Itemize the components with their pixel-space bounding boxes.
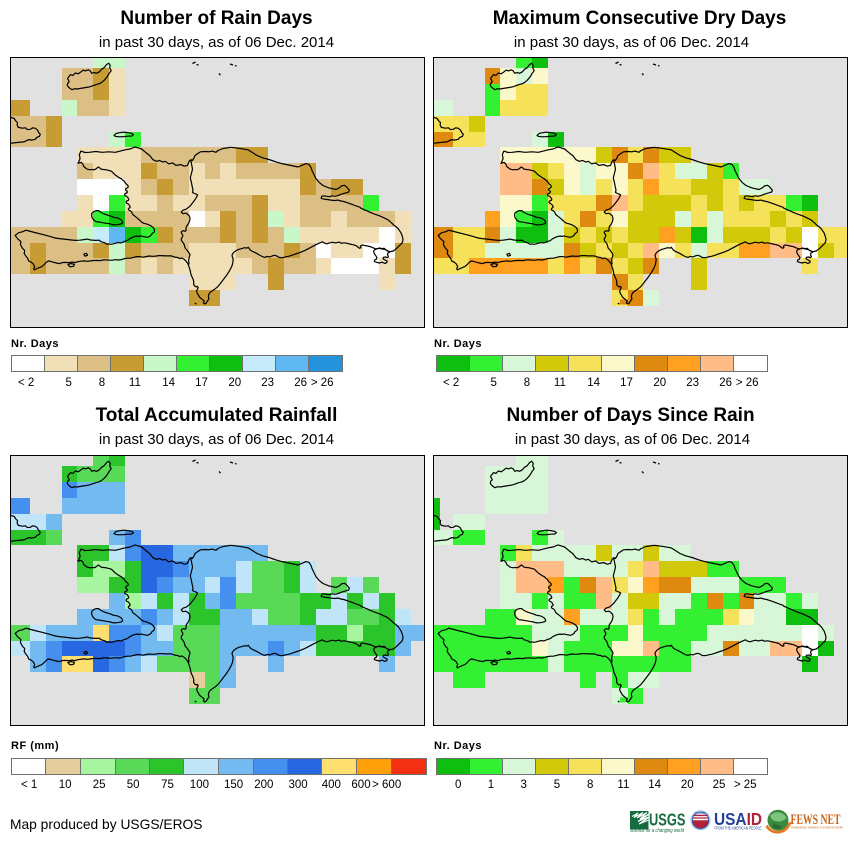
svg-text:USAID: USAID — [714, 809, 762, 829]
svg-text:USGS: USGS — [649, 810, 686, 830]
svg-text:FEWS NET: FEWS NET — [791, 812, 841, 828]
svg-text:USAID: USAID — [695, 812, 706, 816]
svg-text:FAMINE EARLY WARNING SYSTEMS N: FAMINE EARLY WARNING SYSTEMS NETWORK — [791, 826, 844, 830]
svg-text:science for a changing world: science for a changing world — [630, 828, 684, 834]
svg-text:FROM THE AMERICAN PEOPLE: FROM THE AMERICAN PEOPLE — [715, 825, 762, 830]
